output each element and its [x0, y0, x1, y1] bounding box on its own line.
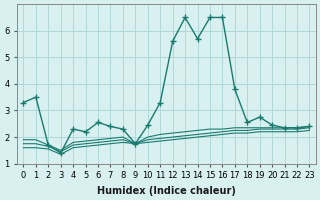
X-axis label: Humidex (Indice chaleur): Humidex (Indice chaleur) [97, 186, 236, 196]
